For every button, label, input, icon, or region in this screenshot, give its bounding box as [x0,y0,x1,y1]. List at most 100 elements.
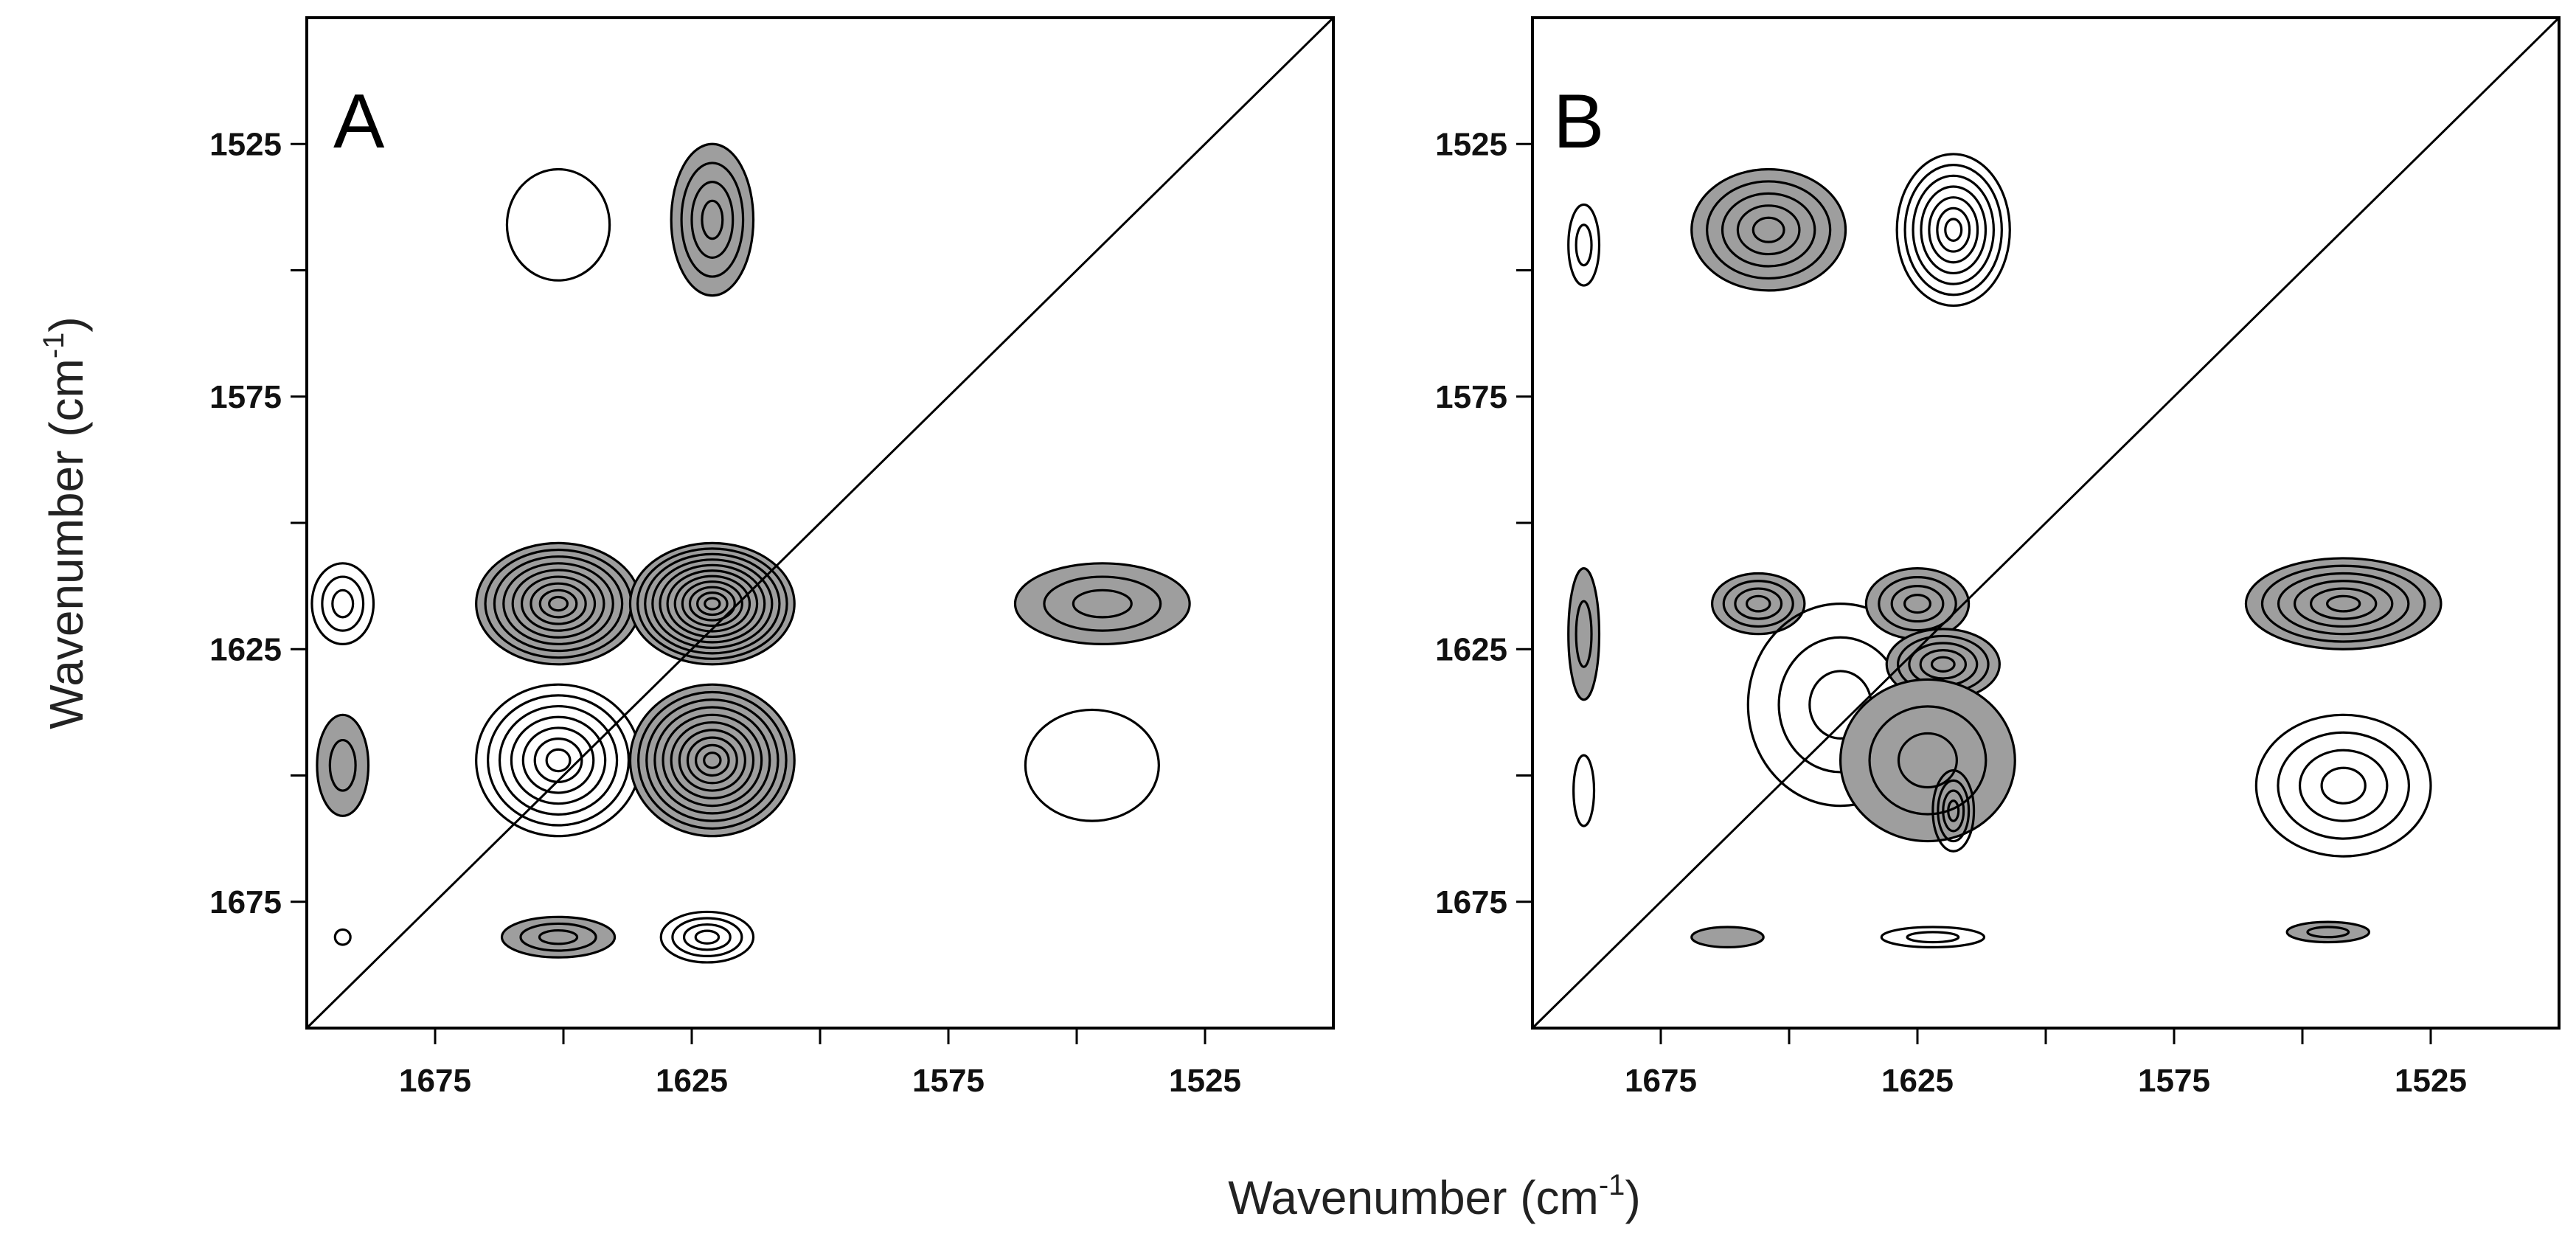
contour-level-a-12-2 [1043,575,1162,632]
contour-peak-a-7 [500,915,617,959]
contour-level-b-15-1 [2254,713,2432,858]
contour-level-a-11-3 [682,923,732,951]
contour-peak-b-1 [1567,203,1601,287]
diagonal-line-b [1531,16,2561,1030]
contour-peak-a-12 [1013,562,1191,645]
contour-level-b-15-3 [2298,749,2389,822]
contour-level-a-10-7 [678,729,746,792]
contour-level-a-5-5 [511,569,605,639]
contour-level-b-3-1 [1572,754,1596,827]
contour-level-b-2-2 [1575,600,1593,668]
contour-level-a-1-3 [331,589,355,619]
contour-peak-a-4 [505,167,611,282]
contour-peak-b-16 [2285,920,2371,944]
contour-level-a-10-8 [686,736,738,785]
panel-letter-a: A [333,79,385,164]
contour-level-b-4-3 [1721,192,1816,268]
contour-level-a-12-1 [1013,562,1191,645]
contour-level-a-6-3 [498,704,619,816]
x-tick-label-b-1575: 1575 [2138,1063,2210,1099]
contour-level-a-2-2 [328,738,357,792]
contour-peak-a-9 [628,541,796,666]
x-tick-label-b-1675: 1675 [1625,1063,1697,1099]
x-tick-label-a-1675: 1675 [399,1063,471,1099]
contour-level-a-9-7 [673,575,751,633]
contour-level-b-4-2 [1706,180,1832,280]
y-axis-title: Wavenumber (cm-1) [38,316,93,729]
contour-peak-b-14 [2244,557,2443,650]
contour-area-a [310,142,1191,964]
contour-level-a-7-2 [519,922,597,952]
x-tick-label-b-1525: 1525 [2395,1063,2467,1099]
contour-level-a-4-1 [505,167,611,282]
contour-level-a-11-4 [694,929,721,945]
contour-level-b-8-3 [1890,585,1945,623]
x-tick-label-a-1575: 1575 [912,1063,985,1099]
contour-level-b-15-4 [2320,766,2367,805]
contour-level-b-16-1 [2285,920,2371,944]
contour-level-a-8-4 [701,199,724,240]
panel-letter-b: B [1553,79,1604,164]
contour-level-a-13-1 [1024,708,1160,822]
contour-level-b-5-7 [1944,218,1963,242]
contour-level-a-1-2 [321,575,365,632]
contour-level-a-10-6 [670,721,755,799]
contour-level-b-11-2 [1937,779,1971,843]
contour-level-b-11-1 [1931,769,1976,853]
contour-level-a-5-9 [548,595,569,612]
x-tick-label-a-1525: 1525 [1169,1063,1241,1099]
contour-level-b-14-4 [2293,580,2394,628]
contour-level-a-5-4 [502,562,614,645]
contour-peak-b-5 [1895,153,2011,308]
x-axis-title-main: Wavenumber (cm [1228,1171,1599,1224]
contour-level-b-5-5 [1928,196,1979,264]
contour-level-b-6-1 [1711,572,1806,636]
contour-peak-b-15 [2254,713,2432,858]
contour-level-b-5-3 [1912,174,1996,285]
contour-level-b-1-1 [1567,203,1601,287]
contour-level-a-9-2 [636,547,788,660]
contour-level-a-8-1 [670,142,755,297]
contour-level-b-1-2 [1575,223,1593,267]
contour-peak-a-2 [316,713,370,817]
contour-level-a-6-7 [545,748,572,773]
contour-peak-b-13 [1880,926,1986,948]
contour-level-b-9-4 [1919,649,1968,680]
contour-level-b-5-2 [1903,164,2003,296]
contour-level-b-10-2 [1868,705,1987,816]
contour-level-b-13-2 [1906,931,1960,944]
contour-level-b-5-6 [1936,206,1971,253]
contour-level-b-10-3 [1897,732,1958,789]
contour-level-b-14-1 [2244,557,2443,650]
y-tick-label-a-1575: 1575 [209,379,282,415]
contour-peak-b-4 [1690,167,1847,292]
contour-peak-a-3 [333,928,352,946]
contour-level-a-8-2 [680,162,745,278]
contour-level-b-13-1 [1880,926,1986,948]
contour-level-a-2-1 [316,713,370,817]
contour-level-b-16-2 [2306,926,2350,939]
contour-level-a-9-3 [644,552,781,655]
ticks-b: 1675 1625 1575 1525 1525 1575 1625 1675 [1435,126,2467,1099]
y-tick-label-b-1625: 1625 [1435,631,1507,667]
x-axis-title-sup: -1 [1599,1169,1625,1201]
contour-level-a-10-3 [645,698,780,822]
contour-peak-a-1 [310,562,375,645]
contour-level-b-6-3 [1734,587,1783,620]
contour-level-a-9-11 [704,597,721,611]
contour-level-a-12-3 [1072,589,1133,619]
y-tick-label-a-1525: 1525 [209,126,282,162]
contour-level-a-10-4 [653,706,771,815]
contour-level-b-6-4 [1745,594,1771,613]
contour-level-a-10-2 [637,690,788,830]
panel-b: 1675 1625 1575 1525 1525 1575 1625 1675 B [1435,16,2561,1099]
contour-peak-b-11 [1931,769,1976,853]
y-tick-label-a-1675: 1675 [209,884,282,920]
contour-peak-b-8 [1864,567,1971,641]
contour-level-b-8-4 [1903,594,1932,614]
contour-level-b-4-5 [1752,216,1785,243]
contour-level-a-9-1 [628,541,796,666]
contour-level-a-6-2 [486,694,631,827]
y-tick-label-a-1625: 1625 [209,631,282,667]
